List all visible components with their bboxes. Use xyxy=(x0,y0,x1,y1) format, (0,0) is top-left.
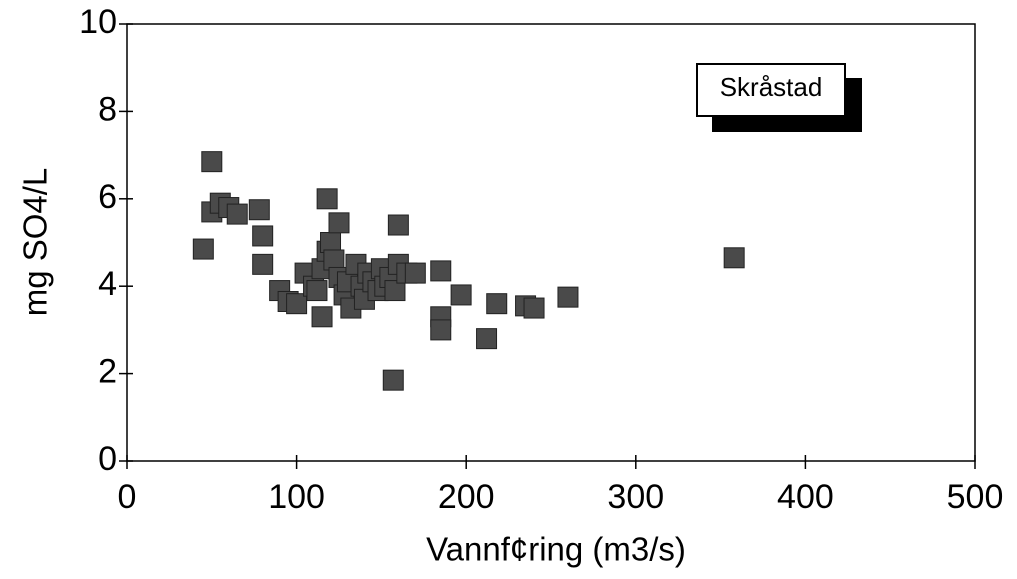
point xyxy=(226,203,248,225)
point xyxy=(286,293,308,315)
point xyxy=(723,247,745,269)
x-axis-label: Vannf¢ring (m3/s) xyxy=(426,531,686,568)
point xyxy=(450,284,472,306)
x-tick-label: 400 xyxy=(777,478,834,516)
point xyxy=(382,369,404,391)
x-tick-label: 0 xyxy=(118,478,137,516)
point xyxy=(387,214,409,236)
point xyxy=(384,280,406,302)
plot-frame xyxy=(126,23,976,462)
point xyxy=(557,286,579,308)
point xyxy=(430,260,452,282)
y-tick-label: 10 xyxy=(79,3,117,41)
x-tick-label: 100 xyxy=(268,478,325,516)
point xyxy=(311,306,333,328)
x-tick-label: 500 xyxy=(947,478,1004,516)
point xyxy=(486,293,508,315)
point xyxy=(248,199,270,221)
y-tick-label: 8 xyxy=(98,90,117,128)
point xyxy=(306,280,328,302)
legend-label: Skråstad xyxy=(720,72,823,102)
point xyxy=(192,238,214,260)
point xyxy=(476,328,498,350)
point xyxy=(430,319,452,341)
y-tick-label: 4 xyxy=(98,265,117,303)
point xyxy=(316,188,338,210)
y-axis-label: mg SO4/L xyxy=(17,168,54,317)
point xyxy=(252,225,274,247)
y-tick-label: 6 xyxy=(98,178,117,216)
point xyxy=(328,212,350,234)
y-tick-label: 0 xyxy=(98,440,117,478)
x-tick-label: 300 xyxy=(607,478,664,516)
legend-box xyxy=(696,63,846,117)
x-tick-label: 200 xyxy=(438,478,495,516)
y-tick-label: 2 xyxy=(98,353,117,391)
point xyxy=(201,151,223,173)
point xyxy=(252,253,274,275)
point xyxy=(523,297,545,319)
point xyxy=(404,262,426,284)
